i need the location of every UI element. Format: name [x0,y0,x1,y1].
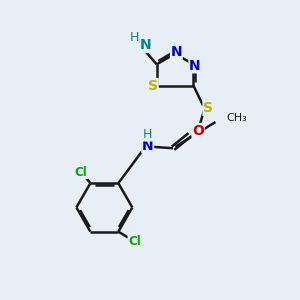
Text: Cl: Cl [75,166,87,178]
Text: N: N [171,45,182,59]
Text: N: N [142,139,154,153]
Text: S: S [203,101,213,116]
Text: N: N [189,59,201,73]
Text: Cl: Cl [128,235,141,248]
Text: N: N [140,38,152,52]
Text: H: H [129,31,139,44]
Text: S: S [148,79,158,92]
Text: O: O [192,124,204,138]
Text: CH₃: CH₃ [227,113,248,123]
Text: H: H [143,128,152,141]
